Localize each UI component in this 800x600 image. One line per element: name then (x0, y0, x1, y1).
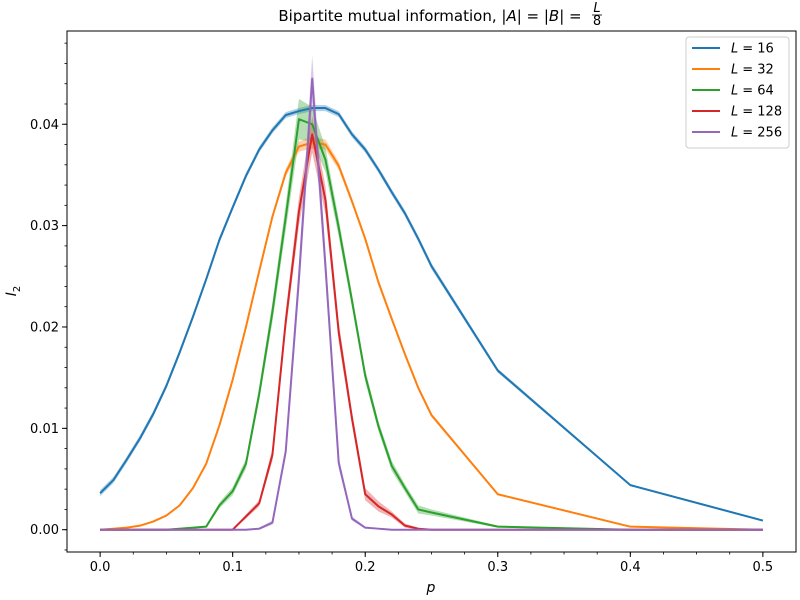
y-tick-label: 0.04 (30, 118, 59, 133)
chart-title-prefix: Bipartite mutual information, (278, 7, 501, 25)
legend-entry-2: L = 32 (731, 63, 774, 78)
legend-entry-4: L = 128 (731, 105, 782, 120)
x-axis: 0.0 0.1 0.2 0.3 0.4 0.5 (90, 552, 773, 575)
legend-entry-value: = 128 (742, 105, 782, 120)
legend-entry-value: = 32 (742, 63, 774, 78)
x-axis-label: p (426, 580, 436, 596)
legend-entry-1: L = 16 (731, 42, 774, 57)
y-tick-label: 0.02 (30, 320, 59, 335)
chart-title: Bipartite mutual information, |A| = |B| … (278, 7, 581, 25)
x-tick-label: 0.0 (90, 560, 111, 575)
legend-entry-symbol: L (731, 105, 738, 120)
series-line-4 (100, 133, 763, 531)
legend-entry-symbol: L (731, 84, 738, 99)
plot-area (99, 55, 764, 531)
legend-entry-5: L = 256 (731, 126, 782, 141)
legend-entry-value: = 256 (742, 126, 782, 141)
legend-entry-value: = 64 (742, 84, 774, 99)
x-tick-label: 0.1 (222, 560, 243, 575)
legend-entry-value: = 16 (742, 42, 774, 57)
y-axis-label: I2 (4, 286, 23, 297)
x-tick-label: 0.3 (487, 560, 508, 575)
y-tick-label: 0.01 (30, 422, 59, 437)
y-tick-label: 0.00 (30, 523, 59, 538)
x-tick-label: 0.4 (620, 560, 641, 575)
y-tick-label: 0.03 (30, 219, 59, 234)
legend-box (685, 36, 790, 149)
y-axis-label-main: I (4, 292, 20, 296)
x-tick-label: 0.2 (355, 560, 376, 575)
x-tick-label: 0.5 (753, 560, 774, 575)
series-line-3 (100, 118, 763, 531)
title-fraction: L 8 (592, 1, 602, 29)
legend-entry-symbol: L (731, 126, 738, 141)
series-lines (99, 77, 764, 531)
legend: L = 16 L = 32 L = 64 L = 128 L = 256 (685, 36, 790, 149)
legend-entry-symbol: L (731, 63, 738, 78)
y-axis-label-subscript: 2 (12, 286, 23, 292)
title-fraction-numerator: L (593, 1, 600, 16)
chart-title-equation: |A| = |B| = (501, 7, 581, 25)
series-line-1 (99, 107, 764, 522)
title-fraction-denominator: 8 (593, 14, 601, 29)
series-line-5 (100, 77, 763, 531)
legend-entry-3: L = 64 (731, 84, 774, 99)
y-axis: 0.00 0.01 0.02 0.03 0.04 (30, 42, 67, 551)
series-line-2 (100, 141, 763, 531)
legend-entry-symbol: L (731, 42, 738, 57)
